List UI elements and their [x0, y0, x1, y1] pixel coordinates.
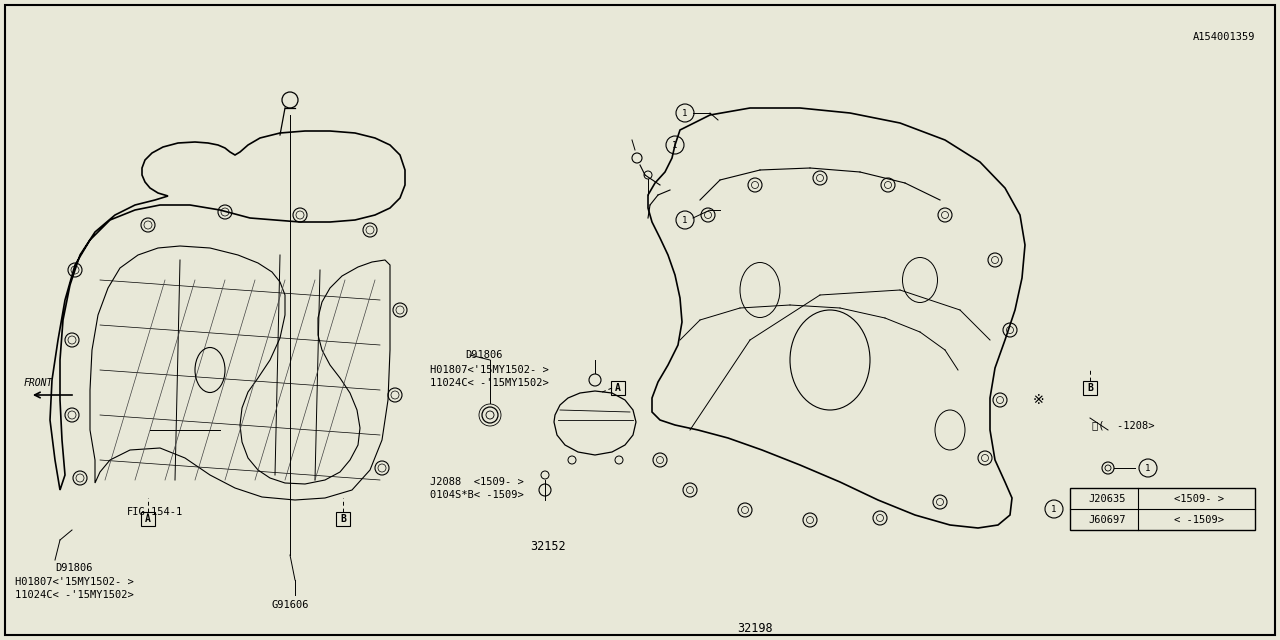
Text: <1509- >: <1509- > [1174, 494, 1224, 504]
Text: H01807<'15MY1502- >: H01807<'15MY1502- > [430, 365, 549, 375]
Text: J20635: J20635 [1088, 494, 1125, 504]
Text: A: A [145, 514, 151, 524]
Text: G91606: G91606 [271, 600, 308, 610]
Text: J2088  <1509- >: J2088 <1509- > [430, 477, 524, 487]
Text: 1: 1 [1051, 504, 1057, 513]
Text: 1: 1 [682, 216, 687, 225]
Text: 0104S*B< -1509>: 0104S*B< -1509> [430, 490, 524, 500]
Text: J60697: J60697 [1088, 515, 1125, 525]
Text: 32152: 32152 [530, 540, 566, 553]
Text: 1: 1 [1146, 463, 1151, 472]
Text: B: B [340, 514, 346, 524]
Text: 11024C< -'15MY1502>: 11024C< -'15MY1502> [430, 378, 549, 388]
Text: ※: ※ [1032, 393, 1043, 407]
Text: 11024C< -'15MY1502>: 11024C< -'15MY1502> [15, 590, 133, 600]
Text: A: A [616, 383, 621, 393]
Text: ※(  -1208>: ※( -1208> [1092, 420, 1155, 430]
Text: D91806: D91806 [465, 350, 503, 360]
Text: 1: 1 [682, 109, 687, 118]
Text: B: B [1087, 383, 1093, 393]
Text: FIG.154-1: FIG.154-1 [127, 507, 183, 517]
Text: FRONT: FRONT [23, 378, 52, 388]
Text: A154001359: A154001359 [1193, 32, 1254, 42]
Text: < -1509>: < -1509> [1174, 515, 1224, 525]
Text: H01807<'15MY1502- >: H01807<'15MY1502- > [15, 577, 133, 587]
Text: 32198: 32198 [737, 622, 773, 635]
Text: 1: 1 [672, 141, 677, 150]
Text: D91806: D91806 [55, 563, 92, 573]
